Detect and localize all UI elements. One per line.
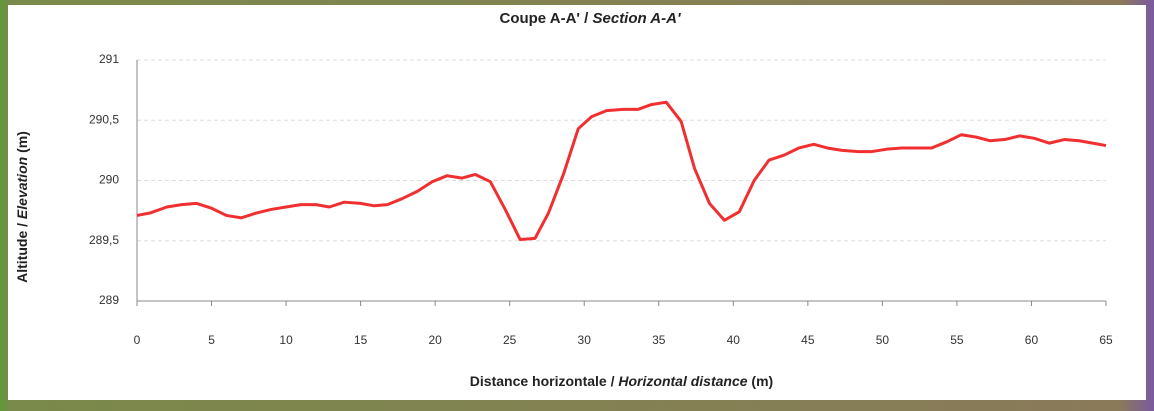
x-tick-label: 50 (876, 333, 890, 347)
label-part: (m) (14, 131, 30, 157)
x-tick-label: 25 (503, 333, 517, 347)
x-tick-label: 10 (279, 333, 293, 347)
x-tick-label: 20 (428, 333, 442, 347)
label-part: (m) (747, 373, 774, 389)
x-tick-label: 55 (950, 333, 964, 347)
elevation-line (136, 100, 1107, 242)
x-tick-label: 40 (727, 333, 741, 347)
x-tick-label: 0 (134, 333, 141, 347)
title-part: Coupe A-A' / (499, 10, 593, 27)
y-tick-label: 289,5 (89, 233, 119, 247)
chart-title: Coupe A-A' / Section A-A' (0, 10, 1154, 27)
label-part: Elevation (14, 156, 30, 220)
label-part: Distance horizontale / (469, 373, 619, 389)
y-tick-label: 291 (99, 52, 119, 66)
x-axis-label: Distance horizontale / Horizontal distan… (137, 373, 1106, 389)
y-axis-label: Altitude / Elevation (m) (14, 131, 30, 283)
x-tick-label: 65 (1099, 333, 1113, 347)
x-tick-label: 60 (1025, 333, 1039, 347)
title-part: Section A-A' (592, 10, 681, 27)
x-tick-label: 15 (354, 333, 368, 347)
x-tick-label: 5 (208, 333, 215, 347)
x-tick-label: 35 (652, 333, 666, 347)
y-tick-label: 289 (99, 293, 119, 307)
label-part: Altitude / (14, 219, 30, 283)
y-tick-label: 290 (99, 173, 119, 187)
y-tick-label: 290,5 (89, 112, 119, 126)
x-tick-label: 45 (801, 333, 815, 347)
x-tick-label: 30 (578, 333, 592, 347)
label-part: Horizontal distance (618, 373, 748, 389)
